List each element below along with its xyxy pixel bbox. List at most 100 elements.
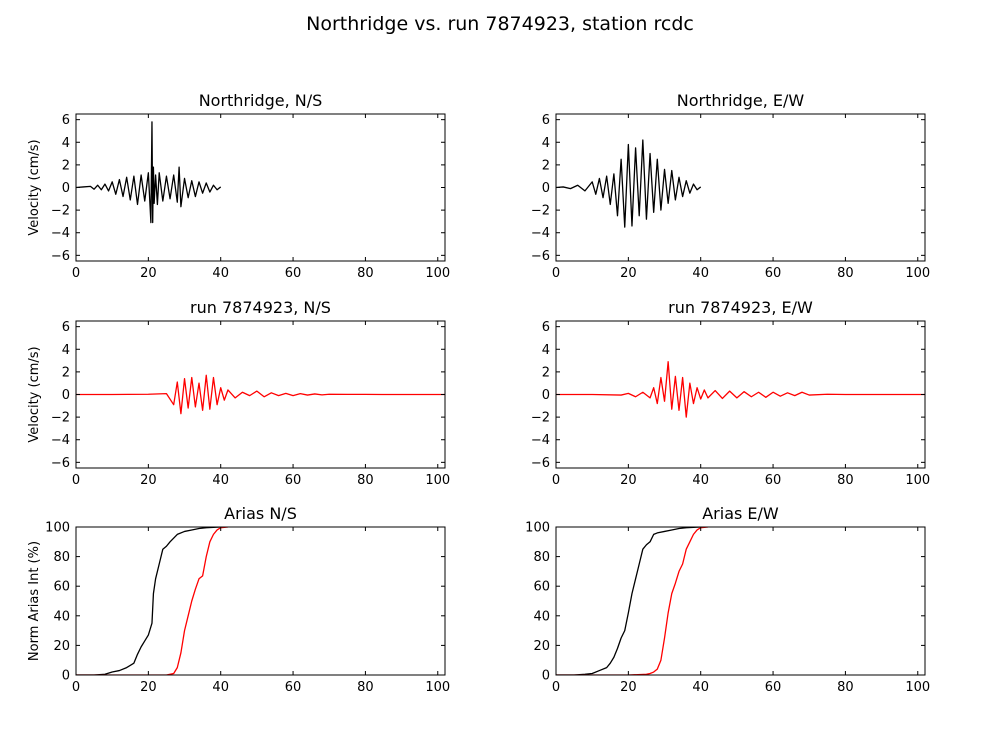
y-tick-label: 100 xyxy=(45,521,70,536)
y-tick-label: 4 xyxy=(542,136,550,151)
y-tick-label: −6 xyxy=(531,249,550,264)
subplot-1: Northridge, N/S 0 20 40 60 80 100 −6 −4 −2 0 2 4 6 Vel… xyxy=(27,91,450,281)
y-tick-label: −4 xyxy=(531,226,550,241)
y-tick-label: −4 xyxy=(51,226,70,241)
x-tick-label: 20 xyxy=(140,266,157,281)
x-tick-label: 100 xyxy=(425,680,450,695)
y-tick-label: 6 xyxy=(542,320,550,335)
x-tick-label: 80 xyxy=(357,266,374,281)
x-tick-label: 40 xyxy=(212,473,229,488)
x-tick-label: 0 xyxy=(552,680,560,695)
subplot-4: run 7874923, E/W 0 20 40 60 80 100 −6 −4 −2 0 2 4 6 xyxy=(531,298,930,488)
series-line-recorded xyxy=(556,527,701,675)
series-line-simulated xyxy=(76,374,445,415)
y-tick-label: −6 xyxy=(51,249,70,264)
y-axis-label: Velocity (cm/s) xyxy=(27,139,42,235)
y-tick-label: 60 xyxy=(533,580,550,595)
x-tick-label: 0 xyxy=(72,473,80,488)
y-tick-label: 40 xyxy=(533,609,550,624)
y-tick-label: 20 xyxy=(533,639,550,654)
x-tick-label: 20 xyxy=(620,473,637,488)
y-tick-label: −2 xyxy=(51,411,70,426)
y-tick-label: 4 xyxy=(62,136,70,151)
series-line-recorded xyxy=(76,121,222,224)
y-tick-label: 100 xyxy=(525,521,550,536)
y-tick-label: 0 xyxy=(542,669,550,684)
x-tick-label: 100 xyxy=(905,266,930,281)
y-tick-label: 6 xyxy=(62,113,70,128)
x-tick-label: 40 xyxy=(692,266,709,281)
y-tick-label: −6 xyxy=(51,456,70,471)
y-axis-label: Norm Arias Int (%) xyxy=(27,541,42,661)
y-tick-label: 6 xyxy=(62,320,70,335)
y-tick-label: 0 xyxy=(62,388,70,403)
subplot-6: Arias E/W 0 20 40 60 80 100 0 20 40 60 80 100 xyxy=(525,504,930,695)
x-tick-label: 20 xyxy=(140,473,157,488)
axes-frame xyxy=(555,526,926,676)
figure-title: Northridge vs. run 7874923, station rcdc xyxy=(306,13,694,35)
subplot-title: Arias E/W xyxy=(702,504,779,523)
subplot-title: Northridge, N/S xyxy=(199,91,323,110)
x-tick-label: 20 xyxy=(620,680,637,695)
series-line-simulated xyxy=(556,527,709,675)
subplot-3: run 7874923, N/S 0 20 40 60 80 100 −6 −4 −2 0 2 4 6 Ve… xyxy=(27,298,450,488)
axes-frame xyxy=(75,526,446,676)
y-tick-label: 2 xyxy=(62,365,70,380)
y-tick-label: 2 xyxy=(542,365,550,380)
x-tick-label: 60 xyxy=(765,680,782,695)
subplot-grid: Northridge, N/S0 20 40 60 80 100−6−4−20246Vel… xyxy=(27,91,930,695)
x-tick-label: 40 xyxy=(692,473,709,488)
y-tick-label: 40 xyxy=(53,609,70,624)
x-tick-label: 80 xyxy=(357,473,374,488)
y-tick-label: 2 xyxy=(542,158,550,173)
x-tick-label: 60 xyxy=(765,473,782,488)
y-tick-label: −2 xyxy=(531,411,550,426)
y-tick-label: 0 xyxy=(62,181,70,196)
y-tick-label: 60 xyxy=(53,580,70,595)
x-tick-label: 100 xyxy=(425,266,450,281)
series-line-recorded xyxy=(556,139,702,228)
y-tick-label: −4 xyxy=(51,433,70,448)
series-line-simulated xyxy=(556,361,925,418)
subplot-title: run 7874923, N/S xyxy=(190,298,331,317)
x-tick-label: 0 xyxy=(72,266,80,281)
y-tick-label: −2 xyxy=(531,204,550,219)
subplot-title: Northridge, E/W xyxy=(677,91,805,110)
x-tick-label: 60 xyxy=(285,266,302,281)
y-tick-label: 20 xyxy=(53,639,70,654)
y-tick-label: 2 xyxy=(62,158,70,173)
subplot-title: run 7874923, E/W xyxy=(668,298,813,317)
x-tick-label: 40 xyxy=(212,680,229,695)
y-tick-label: 80 xyxy=(533,550,550,565)
x-tick-label: 80 xyxy=(837,266,854,281)
x-tick-label: 40 xyxy=(212,266,229,281)
series-line-simulated xyxy=(76,527,229,675)
y-tick-label: 0 xyxy=(62,669,70,684)
x-tick-label: 100 xyxy=(905,680,930,695)
x-tick-label: 0 xyxy=(552,473,560,488)
y-tick-label: 6 xyxy=(542,113,550,128)
x-tick-label: 80 xyxy=(837,680,854,695)
x-tick-label: 60 xyxy=(285,680,302,695)
x-tick-label: 60 xyxy=(285,473,302,488)
y-tick-label: 80 xyxy=(53,550,70,565)
y-axis-label: Velocity (cm/s) xyxy=(27,346,42,442)
y-tick-label: −2 xyxy=(51,204,70,219)
x-tick-label: 60 xyxy=(765,266,782,281)
x-tick-label: 100 xyxy=(425,473,450,488)
x-tick-label: 100 xyxy=(905,473,930,488)
x-tick-label: 0 xyxy=(552,266,560,281)
series-line-recorded xyxy=(76,527,221,675)
subplot-2: Northridge, E/W 0 20 40 60 80 100 −6 −4 −2 0 2 4 6 xyxy=(531,91,930,281)
y-tick-label: −4 xyxy=(531,433,550,448)
y-tick-label: 0 xyxy=(542,181,550,196)
y-tick-label: 4 xyxy=(62,343,70,358)
x-tick-label: 20 xyxy=(140,680,157,695)
y-tick-label: 0 xyxy=(542,388,550,403)
x-tick-label: 40 xyxy=(692,680,709,695)
subplot-title: Arias N/S xyxy=(224,504,297,523)
y-tick-label: −6 xyxy=(531,456,550,471)
x-tick-label: 0 xyxy=(72,680,80,695)
